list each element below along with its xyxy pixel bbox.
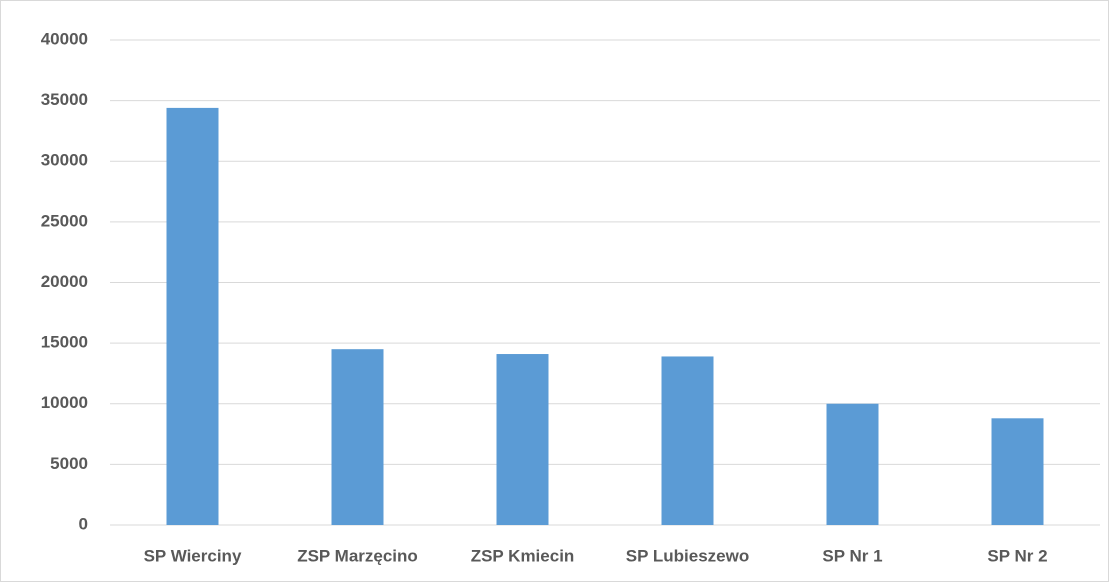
y-tick-label: 35000 — [41, 90, 88, 109]
y-tick-label: 20000 — [41, 272, 88, 291]
y-tick-label: 0 — [79, 514, 88, 533]
x-tick-label: ZSP Kmiecin — [471, 546, 575, 565]
bar — [991, 418, 1044, 525]
bar — [166, 107, 219, 526]
y-tick-label: 5000 — [50, 454, 88, 473]
x-tick-label: SP Lubieszewo — [626, 546, 749, 565]
y-tick-label: 30000 — [41, 151, 88, 170]
x-tick-label: ZSP Marzęcino — [297, 546, 418, 565]
bar — [496, 354, 549, 525]
y-tick-label: 25000 — [41, 211, 88, 230]
bar — [661, 356, 714, 525]
bar — [331, 349, 384, 525]
y-tick-label: 15000 — [41, 333, 88, 352]
y-tick-label: 40000 — [41, 29, 88, 48]
y-tick-label: 10000 — [41, 393, 88, 412]
x-tick-label: SP Nr 1 — [822, 546, 882, 565]
bar — [826, 403, 879, 525]
x-tick-label: SP Wierciny — [144, 546, 242, 565]
x-tick-label: SP Nr 2 — [987, 546, 1047, 565]
